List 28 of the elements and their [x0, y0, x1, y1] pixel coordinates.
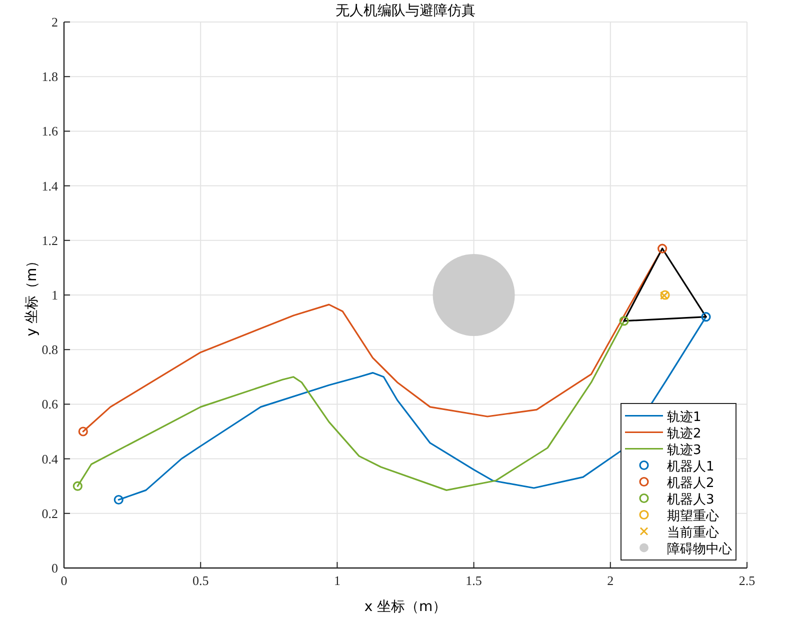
x-tick-label: 0.5: [192, 573, 209, 588]
x-tick-label: 1.5: [466, 573, 482, 588]
y-tick-label: 0.4: [42, 451, 58, 466]
y-tick-label: 1.6: [42, 124, 58, 139]
legend-label: 机器人3: [667, 492, 714, 508]
y-tick-label: 0.2: [42, 506, 58, 521]
x-tick-label: 1: [334, 573, 340, 588]
legend-label: 当前重心: [667, 524, 719, 540]
legend-label: 轨迹1: [667, 408, 702, 425]
y-tick-label: 1: [52, 288, 58, 302]
legend-label: 机器人1: [667, 459, 714, 474]
x-tick-label: 2: [607, 573, 614, 588]
legend-label: 轨迹3: [667, 442, 702, 458]
legend-label: 轨迹2: [667, 425, 702, 442]
legend-label: 机器人2: [667, 476, 714, 491]
y-tick-label: 1.2: [42, 232, 58, 248]
x-axis-title: x 坐标（m）: [364, 599, 447, 615]
x-tick-label: 2.5: [738, 573, 756, 588]
y-tick-label: 1.4: [42, 178, 58, 194]
y-tick-label: 0.8: [42, 342, 58, 358]
y-axis-title: y 坐标（m）: [24, 254, 40, 336]
chart-title: 无人机编队与避障仿真: [336, 3, 476, 19]
y-tick-label: 0: [52, 560, 58, 576]
legend-label: 期望重心: [667, 508, 719, 524]
y-tick-label: 2: [52, 14, 58, 30]
y-tick-label: 1.8: [42, 69, 58, 84]
legend-label: 障碍物中心: [667, 540, 732, 557]
y-tick-label: 0.6: [42, 396, 58, 412]
